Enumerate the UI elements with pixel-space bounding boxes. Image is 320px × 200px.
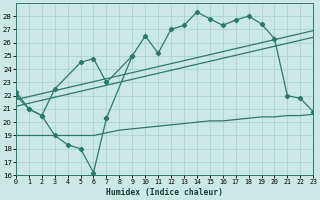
X-axis label: Humidex (Indice chaleur): Humidex (Indice chaleur)	[106, 188, 223, 197]
